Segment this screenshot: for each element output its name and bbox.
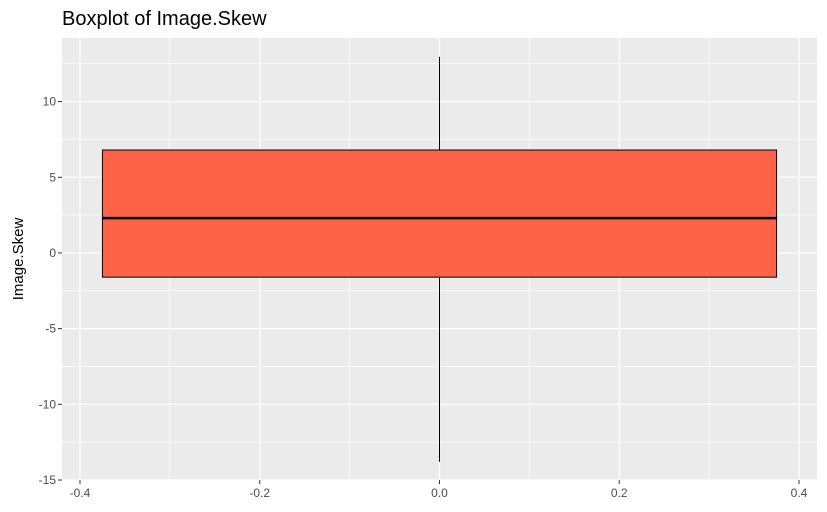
y-tick-label: 10 [43,95,57,109]
y-tick-label: -5 [45,322,56,336]
y-axis-label: Image.Skew [10,218,27,301]
x-tick-label: 0.4 [791,486,808,500]
y-tick-label: -15 [39,473,57,487]
y-tick-label: 0 [49,246,56,260]
x-tick-label: 0.0 [431,486,448,500]
y-tick-label: 5 [49,170,56,184]
box-group [101,56,778,462]
interquartile-box [101,149,778,278]
x-tick-label: 0.2 [611,486,628,500]
x-tick-label: -0.2 [249,486,270,500]
x-tick-label: -0.4 [70,486,91,500]
y-axis-ticks: -15 -10 -5 0 5 10 [39,95,62,487]
y-tick-label: -10 [39,397,57,411]
chart-title: Boxplot of Image.Skew [62,8,267,30]
x-axis-ticks: -0.4 -0.2 0.0 0.2 0.4 [70,480,808,500]
